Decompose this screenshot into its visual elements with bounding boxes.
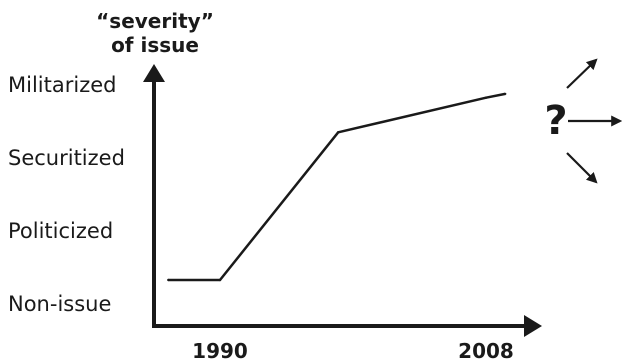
level-militarized: Militarized — [8, 73, 116, 97]
trend-point-4 — [504, 92, 507, 96]
trend-point-1 — [218, 278, 222, 282]
trend-points — [167, 92, 507, 282]
severity-trend-line — [168, 92, 506, 282]
trend-point-3 — [484, 96, 488, 99]
x-tick-1990: 1990 — [192, 339, 248, 363]
y-axis-title-line1: “severity” — [96, 9, 214, 33]
level-securitized: Securitized — [8, 146, 125, 170]
y-axis-title-line2: of issue — [111, 33, 199, 57]
x-axis-arrowhead — [524, 315, 542, 337]
future-increase-arrow — [566, 58, 598, 89]
level-politicized: Politicized — [8, 219, 113, 243]
trend-point-2 — [337, 131, 340, 134]
level-non-issue: Non-issue — [8, 292, 111, 316]
y-axis-arrowhead — [143, 64, 165, 82]
trend-point-0 — [167, 278, 170, 282]
uncertainty-question-mark: ? — [544, 98, 567, 144]
future-decrease-arrow — [566, 152, 598, 184]
x-tick-2008: 2008 — [458, 339, 514, 363]
